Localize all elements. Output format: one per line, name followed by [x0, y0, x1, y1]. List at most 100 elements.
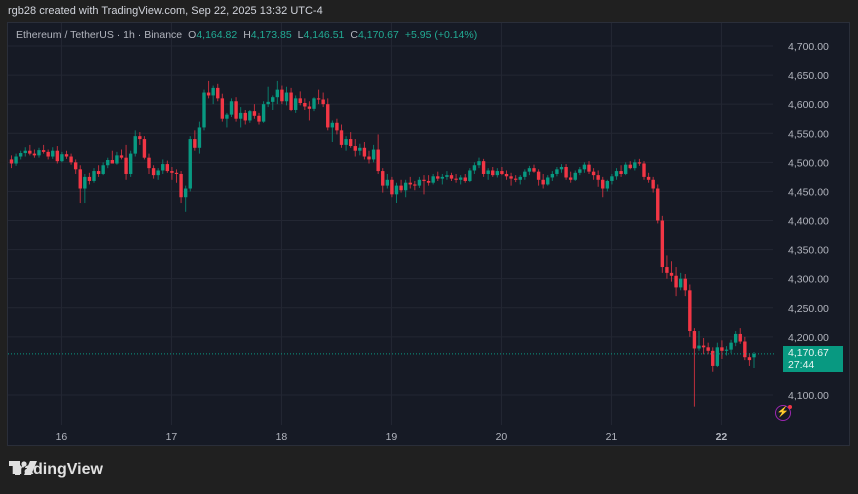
candle [367, 156, 371, 160]
candle [436, 176, 440, 179]
candle [188, 139, 192, 189]
candle [541, 179, 545, 185]
candle [156, 170, 160, 176]
bar-countdown: 27:44 [788, 358, 815, 371]
candle [486, 170, 490, 174]
lightning-icon[interactable]: ⚡ [775, 405, 792, 421]
candle [408, 182, 412, 185]
candle [119, 155, 124, 158]
close-value: C4,170.67 [350, 29, 399, 41]
x-tick-label: 22 [716, 431, 728, 443]
candle [665, 267, 669, 273]
notification-dot [788, 405, 792, 409]
candle [18, 153, 23, 157]
candle [495, 171, 500, 176]
candle [481, 161, 486, 174]
y-tick-label: 4,550.00 [788, 128, 829, 140]
candle [656, 188, 660, 221]
candle [619, 171, 623, 174]
candle [674, 275, 678, 288]
candle [69, 156, 73, 163]
candle [413, 184, 417, 186]
candle [472, 165, 477, 171]
candle [220, 98, 225, 119]
candle [637, 162, 642, 164]
candle [706, 347, 710, 351]
candle [330, 122, 335, 128]
candle [729, 342, 733, 350]
credit-line: rgb28 created with TradingView.com, Sep … [8, 5, 323, 17]
candle [78, 169, 82, 189]
candle [303, 103, 307, 107]
candle [747, 357, 752, 361]
candle [216, 87, 220, 99]
candle [463, 177, 467, 181]
candle [179, 173, 183, 198]
candle [738, 333, 742, 342]
candle [733, 333, 738, 343]
candle [431, 176, 435, 183]
candle [46, 151, 50, 157]
candlestick-chart[interactable]: 4,100.00 4,200.00 4,250.00 4,300.00 4,350.00… [8, 23, 850, 446]
symbol-title[interactable]: Ethereum / TetherUS · 1h · Binance [16, 29, 183, 41]
candle [504, 173, 509, 177]
candle [527, 168, 532, 172]
candle [518, 176, 522, 180]
candle [445, 175, 449, 177]
high-value: H4,173.85 [243, 29, 292, 41]
candle [651, 179, 655, 189]
candle [73, 162, 78, 170]
candle [591, 171, 596, 176]
candle [715, 347, 720, 366]
candle [582, 164, 587, 170]
candle [358, 147, 362, 151]
candle [513, 178, 518, 180]
candle [60, 154, 64, 162]
candle [587, 164, 591, 172]
candle [348, 139, 353, 147]
candle [115, 155, 119, 164]
candle [660, 220, 665, 268]
candle [385, 179, 390, 186]
y-tick-label: 4,450.00 [788, 186, 829, 198]
candle [238, 112, 243, 119]
candle [752, 353, 756, 358]
candle [711, 350, 715, 366]
candle [326, 104, 330, 128]
candle [376, 149, 380, 172]
candle [532, 168, 536, 172]
candle [23, 150, 27, 154]
candle [344, 139, 348, 145]
candle [14, 156, 18, 164]
x-tick-label: 19 [386, 431, 398, 443]
candle [64, 154, 69, 157]
candle [312, 98, 316, 109]
candle [316, 98, 321, 100]
candle [546, 177, 550, 185]
candle [399, 185, 403, 191]
candle [509, 176, 513, 179]
candle [271, 97, 275, 102]
y-tick-label: 4,350.00 [788, 245, 829, 257]
candle [669, 272, 674, 276]
candle [183, 188, 188, 198]
candle [87, 176, 92, 181]
candle [211, 87, 215, 96]
candle [248, 111, 252, 121]
candle [523, 171, 527, 177]
candle [197, 127, 202, 148]
candle [37, 150, 41, 156]
candle [628, 164, 632, 169]
candle [468, 170, 472, 181]
open-value: O4,164.82 [188, 29, 238, 41]
candle [142, 139, 147, 158]
x-tick-label: 21 [606, 431, 618, 443]
candle [559, 166, 564, 170]
candle [390, 179, 394, 195]
candle [353, 146, 357, 151]
chart-panel[interactable]: 4,100.00 4,200.00 4,250.00 4,300.00 4,350.00… [7, 22, 850, 446]
candle [234, 101, 238, 119]
candle [128, 153, 133, 174]
candle [252, 111, 257, 116]
y-tick-label: 4,300.00 [788, 274, 829, 286]
